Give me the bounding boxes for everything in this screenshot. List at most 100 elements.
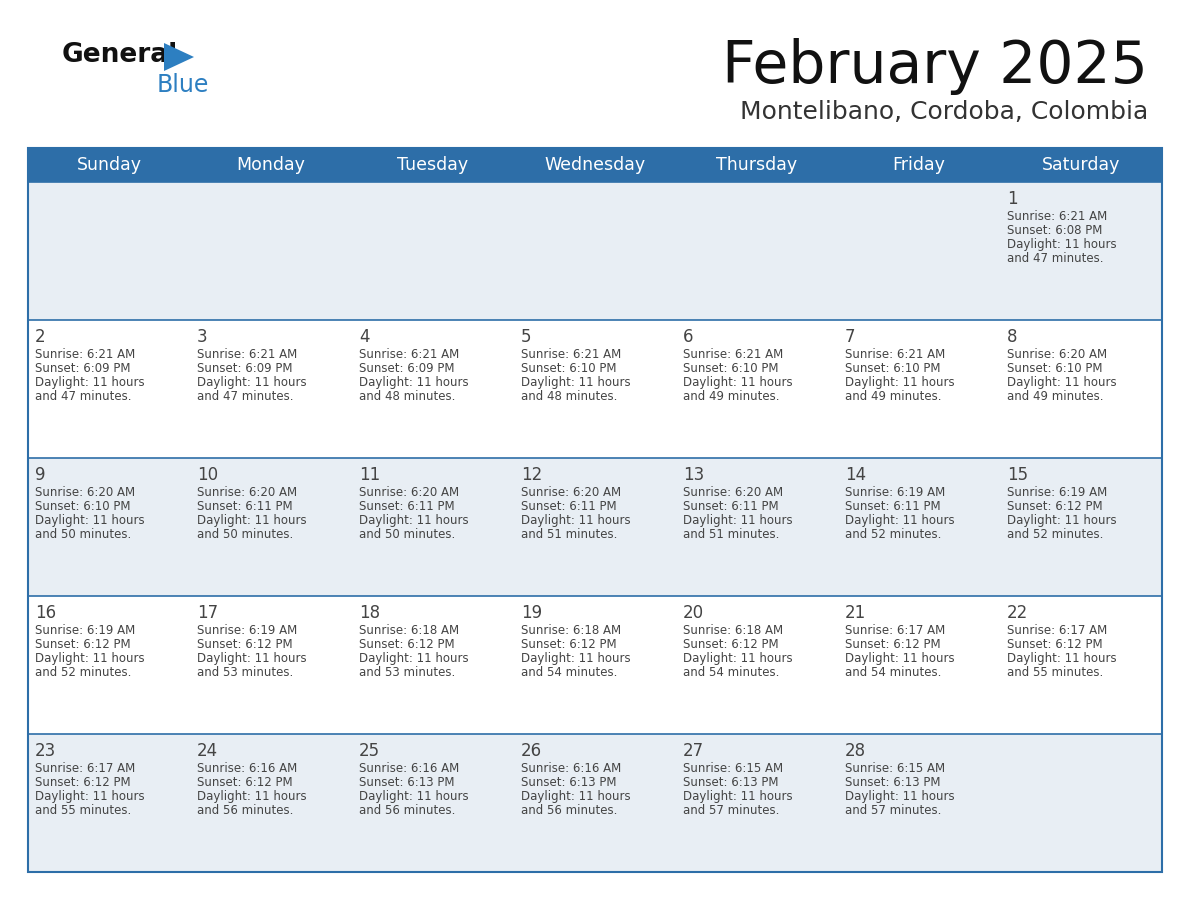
Bar xyxy=(514,148,676,182)
Bar xyxy=(29,148,190,182)
Text: and 55 minutes.: and 55 minutes. xyxy=(1007,666,1104,679)
Text: Sunset: 6:12 PM: Sunset: 6:12 PM xyxy=(197,776,292,789)
Text: 7: 7 xyxy=(845,328,855,346)
Bar xyxy=(838,148,1000,182)
Text: 22: 22 xyxy=(1007,604,1029,622)
Text: General: General xyxy=(62,42,178,68)
Text: and 52 minutes.: and 52 minutes. xyxy=(1007,528,1104,541)
Bar xyxy=(190,596,352,734)
Text: Thursday: Thursday xyxy=(716,156,797,174)
Text: and 49 minutes.: and 49 minutes. xyxy=(683,390,779,403)
Bar xyxy=(352,182,514,320)
Bar xyxy=(190,734,352,872)
Bar xyxy=(514,734,676,872)
Bar xyxy=(1000,320,1162,458)
Text: Montelibano, Cordoba, Colombia: Montelibano, Cordoba, Colombia xyxy=(740,100,1148,124)
Bar xyxy=(352,596,514,734)
Text: and 47 minutes.: and 47 minutes. xyxy=(34,390,132,403)
Bar xyxy=(676,182,838,320)
Text: Sunset: 6:13 PM: Sunset: 6:13 PM xyxy=(522,776,617,789)
Text: Sunrise: 6:20 AM: Sunrise: 6:20 AM xyxy=(1007,348,1107,361)
Bar xyxy=(676,596,838,734)
Text: 26: 26 xyxy=(522,742,542,760)
Text: Sunset: 6:12 PM: Sunset: 6:12 PM xyxy=(1007,500,1102,513)
Text: Sunset: 6:11 PM: Sunset: 6:11 PM xyxy=(683,500,778,513)
Text: Sunset: 6:08 PM: Sunset: 6:08 PM xyxy=(1007,224,1102,237)
Text: Sunrise: 6:21 AM: Sunrise: 6:21 AM xyxy=(197,348,297,361)
Text: and 50 minutes.: and 50 minutes. xyxy=(359,528,455,541)
Text: Daylight: 11 hours: Daylight: 11 hours xyxy=(1007,376,1117,389)
Text: Sunrise: 6:17 AM: Sunrise: 6:17 AM xyxy=(845,624,946,637)
Bar xyxy=(514,320,676,458)
Text: Daylight: 11 hours: Daylight: 11 hours xyxy=(683,376,792,389)
Text: 13: 13 xyxy=(683,466,704,484)
Bar xyxy=(29,458,190,596)
Bar xyxy=(838,734,1000,872)
Text: Sunrise: 6:20 AM: Sunrise: 6:20 AM xyxy=(197,486,297,499)
Text: and 49 minutes.: and 49 minutes. xyxy=(845,390,942,403)
Bar xyxy=(1000,182,1162,320)
Text: and 52 minutes.: and 52 minutes. xyxy=(34,666,132,679)
Text: Sunrise: 6:16 AM: Sunrise: 6:16 AM xyxy=(522,762,621,775)
Text: 19: 19 xyxy=(522,604,542,622)
Text: Sunset: 6:12 PM: Sunset: 6:12 PM xyxy=(683,638,778,651)
Bar xyxy=(1000,596,1162,734)
Text: Sunrise: 6:21 AM: Sunrise: 6:21 AM xyxy=(683,348,783,361)
Text: Sunset: 6:11 PM: Sunset: 6:11 PM xyxy=(359,500,455,513)
Text: Sunset: 6:12 PM: Sunset: 6:12 PM xyxy=(359,638,455,651)
Text: and 57 minutes.: and 57 minutes. xyxy=(683,804,779,817)
Text: Sunset: 6:12 PM: Sunset: 6:12 PM xyxy=(197,638,292,651)
Text: Sunset: 6:12 PM: Sunset: 6:12 PM xyxy=(845,638,941,651)
Text: Sunset: 6:09 PM: Sunset: 6:09 PM xyxy=(197,362,292,375)
Text: Daylight: 11 hours: Daylight: 11 hours xyxy=(1007,652,1117,665)
Text: and 54 minutes.: and 54 minutes. xyxy=(522,666,618,679)
Text: Daylight: 11 hours: Daylight: 11 hours xyxy=(359,652,468,665)
Text: 5: 5 xyxy=(522,328,531,346)
Text: Sunset: 6:09 PM: Sunset: 6:09 PM xyxy=(34,362,131,375)
Text: 27: 27 xyxy=(683,742,704,760)
Text: 17: 17 xyxy=(197,604,219,622)
Text: Sunrise: 6:21 AM: Sunrise: 6:21 AM xyxy=(522,348,621,361)
Text: Sunrise: 6:19 AM: Sunrise: 6:19 AM xyxy=(197,624,297,637)
Text: Sunset: 6:09 PM: Sunset: 6:09 PM xyxy=(359,362,455,375)
Text: 25: 25 xyxy=(359,742,380,760)
Text: 4: 4 xyxy=(359,328,369,346)
Text: Sunrise: 6:19 AM: Sunrise: 6:19 AM xyxy=(845,486,946,499)
Text: and 50 minutes.: and 50 minutes. xyxy=(197,528,293,541)
Text: Sunset: 6:10 PM: Sunset: 6:10 PM xyxy=(683,362,778,375)
Text: Sunset: 6:12 PM: Sunset: 6:12 PM xyxy=(1007,638,1102,651)
Bar xyxy=(29,148,1162,872)
Text: Blue: Blue xyxy=(157,73,209,97)
Text: and 51 minutes.: and 51 minutes. xyxy=(522,528,618,541)
Bar xyxy=(514,182,676,320)
Text: Daylight: 11 hours: Daylight: 11 hours xyxy=(197,652,307,665)
Text: 6: 6 xyxy=(683,328,694,346)
Text: Sunrise: 6:20 AM: Sunrise: 6:20 AM xyxy=(359,486,459,499)
Text: Daylight: 11 hours: Daylight: 11 hours xyxy=(845,790,955,803)
Text: 11: 11 xyxy=(359,466,380,484)
Bar xyxy=(190,148,352,182)
Text: Monday: Monday xyxy=(236,156,305,174)
Text: Sunset: 6:11 PM: Sunset: 6:11 PM xyxy=(522,500,617,513)
Text: 24: 24 xyxy=(197,742,219,760)
Text: Daylight: 11 hours: Daylight: 11 hours xyxy=(1007,238,1117,251)
Text: Sunset: 6:12 PM: Sunset: 6:12 PM xyxy=(34,638,131,651)
Text: Sunset: 6:11 PM: Sunset: 6:11 PM xyxy=(197,500,292,513)
Bar xyxy=(190,182,352,320)
Text: Daylight: 11 hours: Daylight: 11 hours xyxy=(1007,514,1117,527)
Text: Sunrise: 6:17 AM: Sunrise: 6:17 AM xyxy=(34,762,135,775)
Text: 8: 8 xyxy=(1007,328,1017,346)
Text: 20: 20 xyxy=(683,604,704,622)
Bar xyxy=(190,320,352,458)
Text: Sunrise: 6:18 AM: Sunrise: 6:18 AM xyxy=(522,624,621,637)
Text: and 53 minutes.: and 53 minutes. xyxy=(359,666,455,679)
Text: and 47 minutes.: and 47 minutes. xyxy=(1007,252,1104,265)
Text: and 57 minutes.: and 57 minutes. xyxy=(845,804,941,817)
Text: Sunrise: 6:21 AM: Sunrise: 6:21 AM xyxy=(845,348,946,361)
Text: Daylight: 11 hours: Daylight: 11 hours xyxy=(522,652,631,665)
Text: and 49 minutes.: and 49 minutes. xyxy=(1007,390,1104,403)
Text: Daylight: 11 hours: Daylight: 11 hours xyxy=(197,790,307,803)
Bar xyxy=(29,320,190,458)
Text: Daylight: 11 hours: Daylight: 11 hours xyxy=(359,376,468,389)
Text: Sunrise: 6:18 AM: Sunrise: 6:18 AM xyxy=(359,624,459,637)
